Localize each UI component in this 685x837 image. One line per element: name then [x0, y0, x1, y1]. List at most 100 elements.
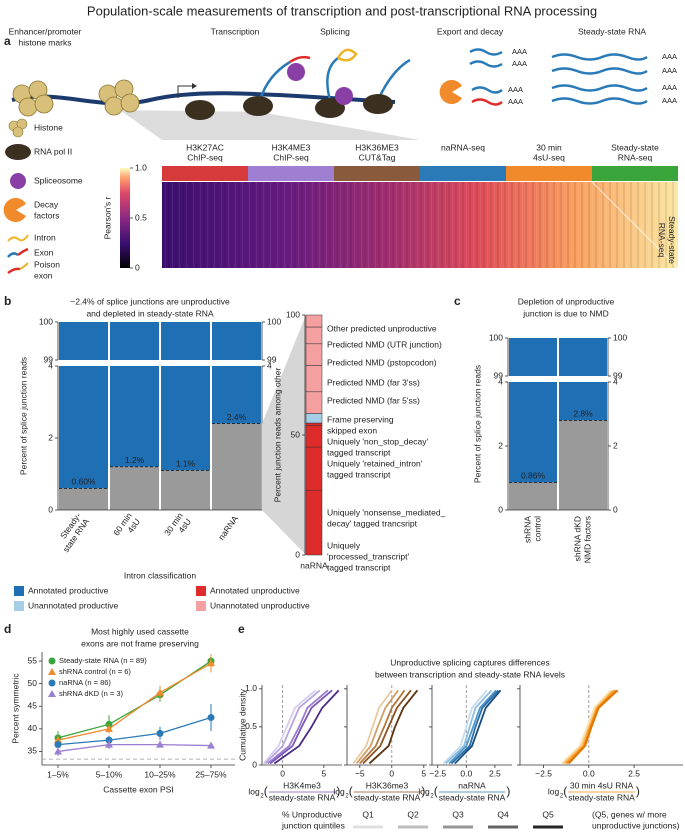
x-tick-label: naRNA	[300, 560, 328, 570]
panel-label: b	[4, 294, 11, 308]
y-tick-label: 100	[489, 332, 503, 342]
y-tick-label: 1.0	[245, 683, 257, 693]
ecdf-curve	[273, 689, 340, 765]
bar-unproductive	[559, 420, 607, 510]
ecdf-curve	[448, 689, 497, 765]
bar-segment	[305, 489, 323, 556]
x-label-log: log	[548, 786, 560, 796]
panel-label: d	[4, 622, 11, 636]
x-label-bracket: )	[636, 784, 640, 798]
x-axis-label: Cassette exon PSI	[103, 784, 173, 794]
group-strip	[420, 166, 506, 181]
group-label: H3K27AC	[186, 142, 224, 152]
x-label-denominator: steady-state RNA	[354, 792, 421, 802]
figure-title: Population-scale measurements of transcr…	[87, 3, 597, 18]
y-tick-label: 99	[494, 370, 504, 380]
value-label: 1.1%	[176, 459, 196, 469]
y-axis-label: Percent symmetric	[10, 673, 20, 744]
bar-productive	[110, 366, 159, 467]
stage-label: Splicing	[320, 26, 350, 36]
legend-label: Q5	[542, 809, 554, 819]
value-label: 2.8%	[573, 409, 593, 419]
x-label-base: 2	[260, 794, 264, 800]
legend-label: Spliceosome	[34, 175, 83, 185]
x-tick-label: 2.5	[628, 768, 640, 778]
ecdf-curve	[445, 689, 493, 765]
diagram	[3, 48, 648, 274]
legend-swatch	[196, 586, 206, 596]
legend-label: Unannotated unproductive	[210, 600, 310, 610]
x-label-bracket: (	[264, 784, 268, 798]
legend-marker	[48, 679, 56, 687]
y-axis-label-group: Percent junction reads among other	[272, 368, 282, 503]
ecdf-curve	[264, 689, 321, 765]
colorbar-tick-label: 1.0	[135, 162, 147, 172]
stage-label: Steady-state RNA	[578, 26, 646, 36]
legend-swatch	[14, 586, 24, 596]
legend-label: Q1	[362, 809, 374, 819]
y-axis-label-group: Percent symmetric	[10, 673, 20, 744]
ecdf-curve	[561, 689, 612, 765]
poly-a: AAA	[662, 66, 677, 75]
poly-a: AAA	[508, 97, 523, 106]
legend-label: Unannotated productive	[28, 600, 119, 610]
ecdf-curve	[267, 689, 329, 765]
x-tick-label: 1–5%	[47, 769, 69, 779]
x-tick-label: NMD factors	[582, 516, 592, 563]
segment-label: skipped exon	[327, 425, 377, 435]
marker	[54, 747, 62, 755]
ecdf-curve	[269, 689, 333, 765]
bar-segment	[305, 446, 323, 491]
legend-swatch	[14, 601, 24, 611]
x-tick-label: 25–75%	[195, 769, 227, 779]
group-label: 4sU-seq	[533, 152, 565, 162]
marker	[207, 659, 215, 667]
legend-swatch	[196, 601, 206, 611]
bar-unproductive	[161, 470, 210, 510]
bar-upper	[509, 338, 557, 376]
x-axis-label: Intron classification	[124, 570, 197, 580]
value-label: 0.60%	[71, 477, 96, 487]
bar-unproductive	[212, 423, 261, 510]
zoom-connector	[262, 315, 306, 555]
legend-label: Histone	[34, 122, 63, 132]
bar-segment	[305, 391, 323, 414]
heatmap-diagonal	[591, 181, 679, 269]
x-label-denominator: steady-state RNA	[439, 792, 506, 802]
legend-label: Decay	[34, 199, 59, 209]
segment-label: decay' tagged trancsript	[327, 518, 418, 528]
series-line	[57, 662, 212, 741]
x-tick-label: 5–10%	[96, 769, 123, 779]
x-label-base: 2	[345, 794, 349, 800]
bar-segment	[305, 425, 323, 448]
ecdf-curve	[359, 689, 406, 765]
ecdf-curve	[454, 689, 502, 765]
y-axis-label-group: Percent of splice junction reads	[18, 357, 28, 475]
chart-title: Unproductive splicing captures differenc…	[390, 657, 550, 667]
x-tick-label: 0.0	[460, 768, 472, 778]
x-label-bracket: )	[421, 784, 425, 798]
group-label: naRNA-seq	[441, 142, 485, 152]
marker	[207, 741, 215, 749]
y-axis-label-group: Cumulative density	[237, 688, 247, 761]
stage-label: histone marks	[19, 37, 72, 47]
y-tick-label: 0.5	[245, 721, 257, 731]
poly-a: AAA	[512, 59, 527, 68]
legend-icons	[3, 118, 31, 274]
segment-label: tagged transcript	[327, 447, 391, 457]
row-label: Steady-state	[667, 216, 677, 264]
colorbar-tick-label: 0.5	[135, 212, 147, 222]
y-tick-label: 100	[267, 316, 281, 326]
x-tick-label-group: shRNA control	[522, 516, 542, 543]
y-tick-label: 99	[44, 354, 54, 364]
group-strip	[248, 166, 334, 181]
legend-note: unproductive junctions)	[592, 820, 680, 830]
x-tick-label: shRNA	[522, 516, 532, 543]
panel-label: a	[4, 34, 11, 48]
legend-label: shRNA control (n = 6)	[59, 667, 131, 676]
y-tick-label: 50	[28, 678, 38, 688]
y-tick-label: 2	[48, 432, 53, 442]
colorbar	[120, 168, 130, 268]
legend-label: Steady-state RNA (n = 89)	[59, 656, 147, 665]
